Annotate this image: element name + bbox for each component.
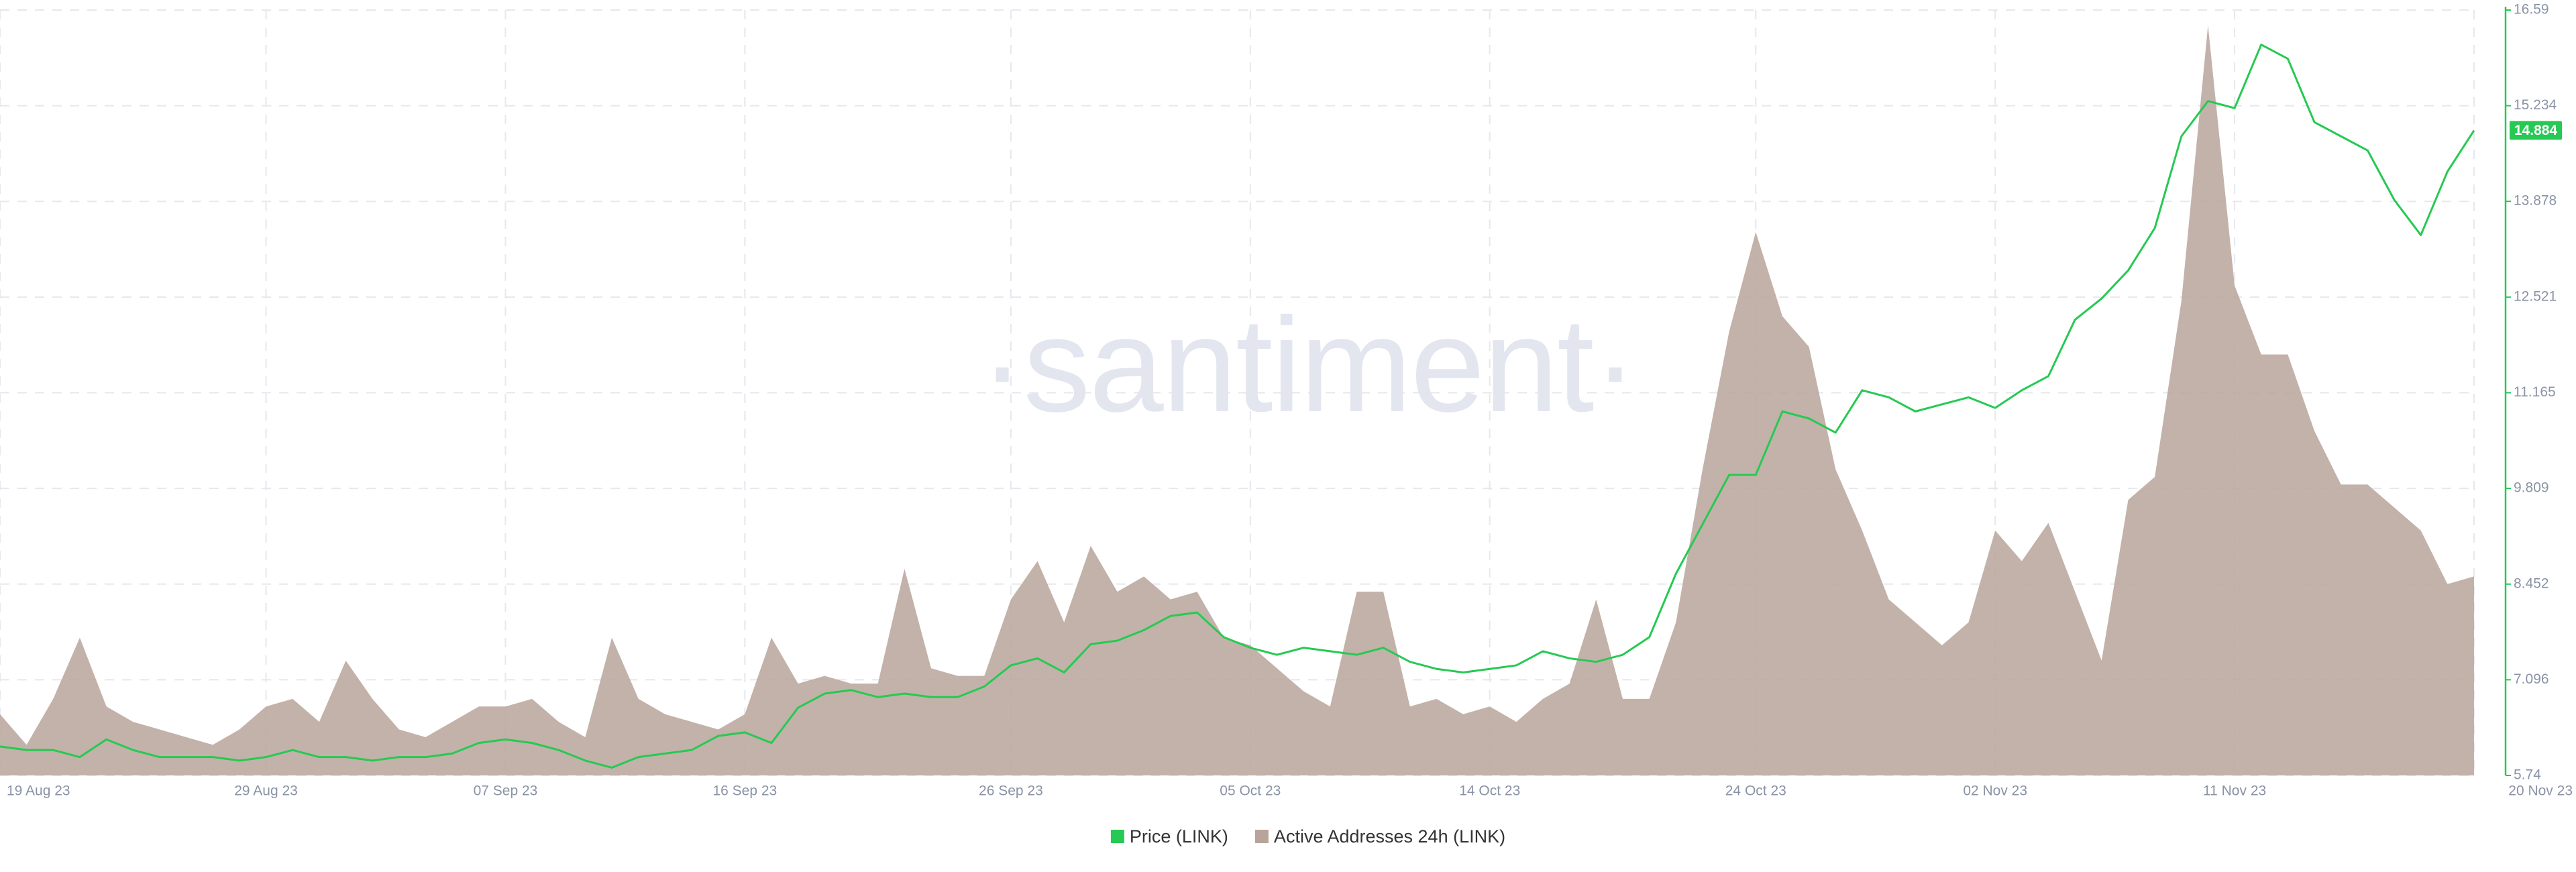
axes: 5.74 7.096 8.452 9.809 11.165 12.521 13.878 15.… <box>7 2 2573 799</box>
x-tick-label: 11 Nov 23 <box>2203 783 2266 799</box>
area <box>0 25 2474 776</box>
legend-item: Active Addresses 24h (LINK) <box>1254 826 1505 847</box>
x-tick-label: 24 Oct 23 <box>1725 783 1786 799</box>
y-tick-label: 9.809 <box>2514 480 2549 496</box>
line <box>0 44 2475 769</box>
y-tick-label: 7.096 <box>2514 671 2549 687</box>
legend: Price (LINK) Active Addresses 24h (LINK) <box>1110 826 1505 847</box>
y-tick-label: 5.74 <box>2514 767 2541 783</box>
x-tick-label: 14 Oct 23 <box>1459 783 1520 799</box>
current-value-label: 14.884 <box>2514 123 2558 138</box>
legend-swatch <box>1254 830 1269 843</box>
x-tick-label: 16 Sep 23 <box>712 783 777 799</box>
x-tick-label: 07 Sep 23 <box>474 783 538 799</box>
y-tick-label: 16.59 <box>2514 2 2549 17</box>
y-tick-label: 11.165 <box>2514 384 2556 400</box>
current-value-badge <box>2510 121 2562 140</box>
plot-area <box>0 25 2475 776</box>
legend-item: Price (LINK) <box>1110 826 1228 847</box>
y-tick-label: 12.521 <box>2514 288 2557 304</box>
legend-label: Price (LINK) <box>1130 826 1228 847</box>
watermark: ·santiment· <box>980 290 1636 440</box>
legend-swatch <box>1110 830 1124 843</box>
y-tick-label: 15.234 <box>2514 97 2557 113</box>
x-tick-label: 20 Nov 23 <box>2508 783 2573 799</box>
y-tick-label: 8.452 <box>2514 576 2549 591</box>
x-tick-label: 29 Aug 23 <box>234 783 298 799</box>
legend-label: Active Addresses 24h (LINK) <box>1274 826 1505 847</box>
x-tick-label: 19 Aug 23 <box>7 783 70 799</box>
x-tick-label: 02 Nov 23 <box>1963 783 2027 799</box>
y-tick-label: 13.878 <box>2514 193 2557 209</box>
x-tick-label: 05 Oct 23 <box>1220 783 1281 799</box>
x-tick-label: 26 Sep 23 <box>979 783 1043 799</box>
